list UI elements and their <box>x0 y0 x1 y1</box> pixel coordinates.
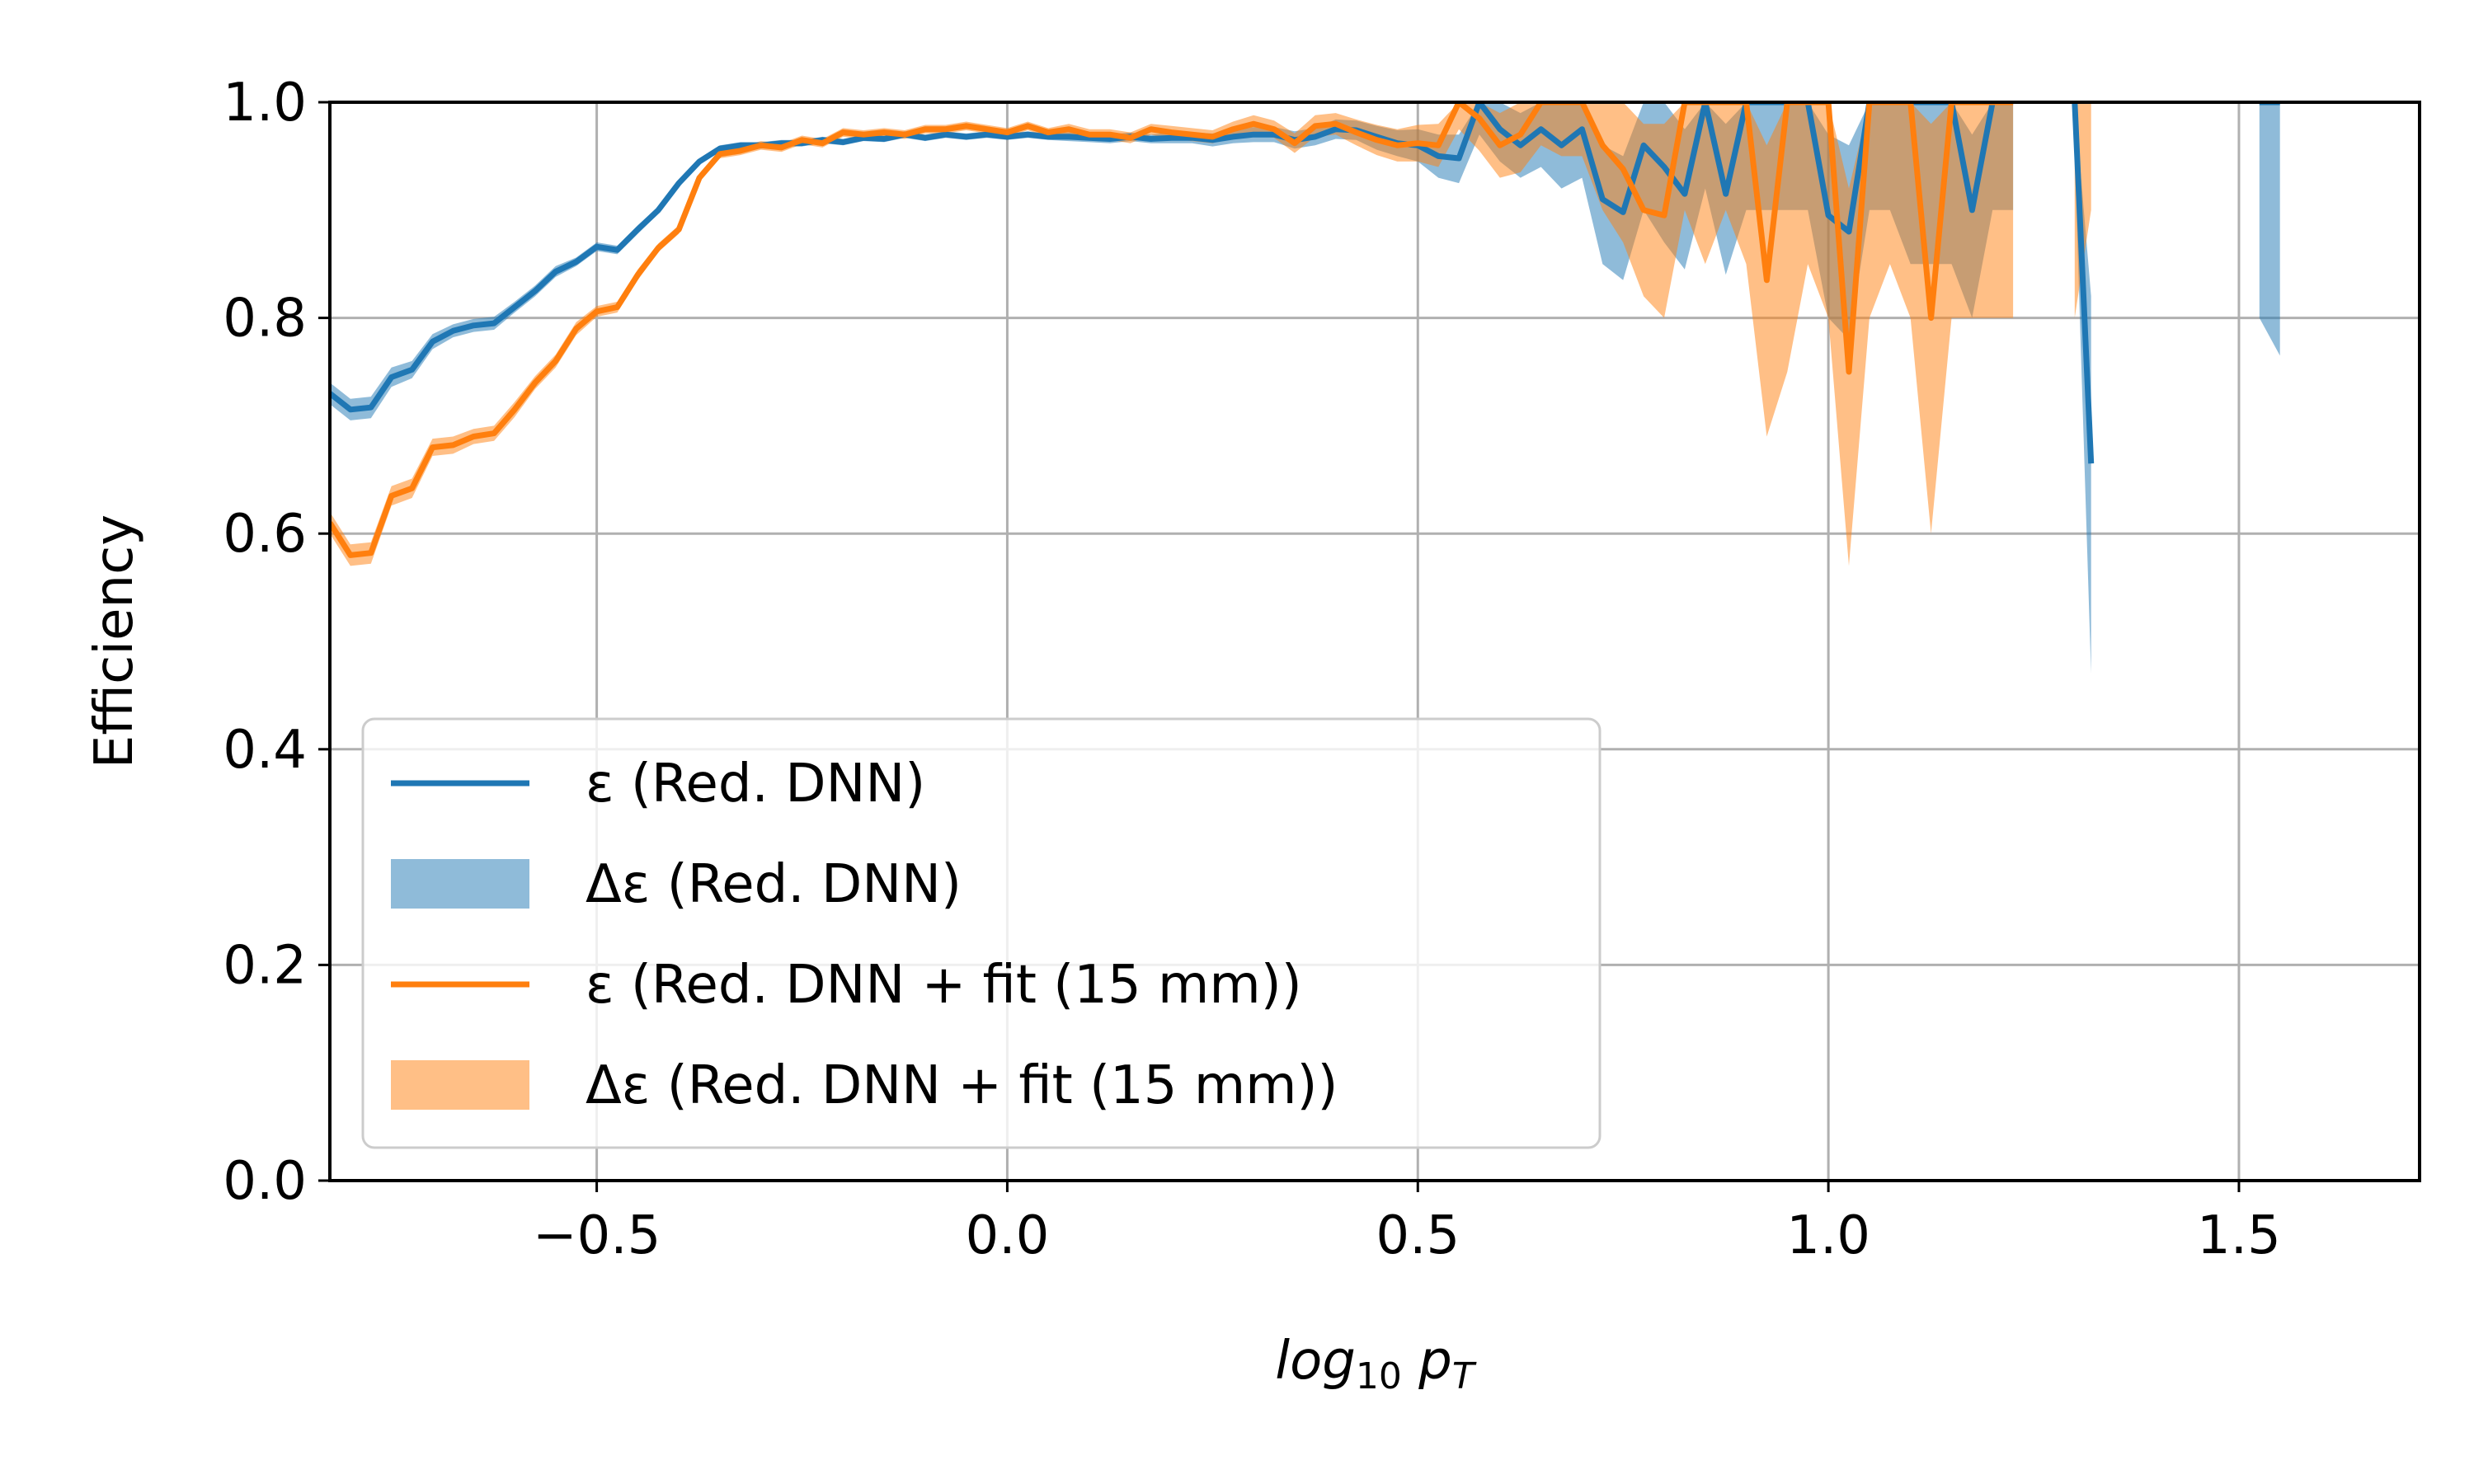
axis-ticks: −0.5 0.0 0.5 1.0 1.5 0.0 0.2 0.4 0.6 0.8 1.0 <box>223 73 2281 1266</box>
legend-label-1: Δε (Red. DNN) <box>586 854 962 915</box>
legend-label-2: ε (Red. DNN + fit (15 mm)) <box>586 955 1302 1016</box>
band-0-segment-2 <box>2259 102 2280 356</box>
x-tick-label-3: 1.0 <box>1786 1205 1870 1266</box>
legend-label-3: Δε (Red. DNN + fit (15 mm)) <box>586 1055 1338 1116</box>
x-tick-label-1: 0.0 <box>966 1205 1050 1266</box>
series-line-1-segment-0 <box>330 102 2014 558</box>
y-tick-label-1: 0.2 <box>223 935 307 996</box>
legend-swatch-3 <box>391 1060 529 1110</box>
legend: ε (Red. DNN) Δε (Red. DNN) ε (Red. DNN + f… <box>361 717 1602 1149</box>
y-axis-label: Efficiency <box>84 514 145 768</box>
legend-swatch-1 <box>391 859 529 909</box>
x-axis-label-base-subscript: 10 <box>1356 1355 1402 1397</box>
plot-frame <box>328 101 2421 1182</box>
x-tick-label-4: 1.5 <box>2197 1205 2281 1266</box>
series-line-0-segment-1 <box>2072 102 2095 464</box>
efficiency-lines <box>330 102 2280 558</box>
y-tick-label-3: 0.6 <box>223 504 307 565</box>
x-axis-label-variable: p <box>1418 1331 1452 1392</box>
y-tick-label-0: 0.0 <box>223 1151 307 1212</box>
x-axis-label-base: log <box>1275 1331 1356 1392</box>
legend-label-0: ε (Red. DNN) <box>586 754 925 815</box>
y-tick-label-2: 0.4 <box>223 720 307 781</box>
x-axis-label: log10 pT <box>1275 1331 1477 1397</box>
x-tick-label-0: −0.5 <box>533 1205 661 1266</box>
x-axis-label-variable-subscript: T <box>1452 1355 1477 1397</box>
y-tick-label-4: 0.8 <box>223 289 307 350</box>
x-tick-label-2: 0.5 <box>1376 1205 1460 1266</box>
series-line-0-segment-0 <box>330 102 2014 413</box>
y-tick-label-5: 1.0 <box>223 73 307 134</box>
legend-box <box>361 717 1602 1149</box>
